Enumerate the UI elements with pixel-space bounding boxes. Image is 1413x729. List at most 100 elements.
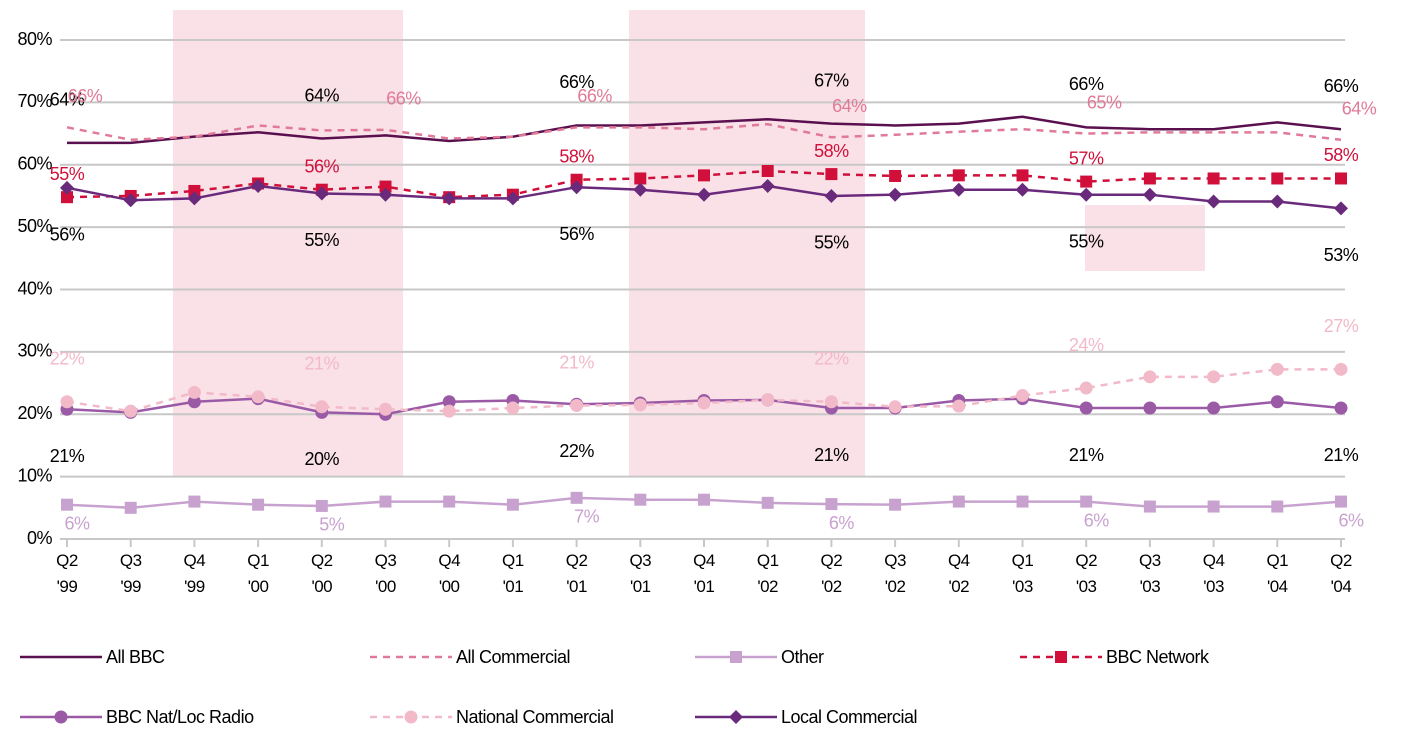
marker [888, 400, 902, 414]
data-label: 6% [1084, 510, 1110, 530]
data-label: 66% [577, 86, 612, 106]
data-label: 7% [574, 507, 600, 527]
marker [252, 498, 265, 511]
marker [825, 498, 838, 511]
data-label: 53% [1324, 245, 1359, 265]
marker [506, 401, 520, 415]
data-label: 58% [1324, 145, 1359, 165]
shaded-region [629, 10, 865, 476]
data-label: 20% [305, 449, 340, 469]
data-label: 6% [829, 513, 855, 533]
marker [1271, 172, 1284, 185]
marker [952, 399, 966, 413]
x-tick-label: Q2 '99 [56, 551, 78, 596]
data-label: 55% [814, 233, 849, 253]
marker [570, 399, 584, 413]
x-tick-label: Q2 '01 [565, 551, 588, 596]
marker [1143, 500, 1156, 513]
marker [506, 498, 519, 511]
marker [1079, 381, 1093, 395]
data-label: 22% [559, 441, 594, 461]
marker [761, 164, 774, 177]
marker [443, 495, 456, 508]
data-label: 24% [1069, 335, 1104, 355]
marker [1207, 172, 1220, 185]
marker [633, 398, 647, 412]
data-label: 64% [305, 85, 340, 105]
x-tick-label: Q2 '00 [310, 551, 333, 596]
marker [314, 186, 329, 201]
marker [1143, 370, 1157, 384]
marker [570, 491, 583, 504]
marker [123, 193, 138, 208]
y-tick-label: 10% [17, 465, 52, 485]
marker [124, 501, 137, 514]
data-label: 64% [50, 90, 85, 110]
marker [379, 495, 392, 508]
marker [697, 396, 711, 410]
y-tick-label: 80% [17, 29, 52, 49]
marker [761, 496, 774, 509]
marker [698, 493, 710, 506]
x-tick-label: Q4 '99 [183, 551, 206, 596]
x-tick-label: Q4 '00 [438, 551, 461, 596]
marker [1334, 201, 1348, 216]
marker [1206, 194, 1221, 209]
marker [889, 498, 902, 511]
marker [188, 495, 201, 508]
marker [61, 498, 73, 511]
marker [698, 169, 710, 182]
marker [442, 404, 456, 418]
data-label: 21% [814, 445, 849, 465]
y-tick-label: 30% [17, 341, 52, 361]
data-label: 6% [64, 513, 90, 533]
marker [404, 710, 418, 724]
legend-label: BBC Nat/Loc Radio [106, 707, 254, 727]
data-label: 64% [832, 96, 867, 116]
marker [1143, 172, 1156, 185]
legend-label: Local Commercial [781, 707, 917, 727]
data-label: 27% [1324, 316, 1359, 336]
x-tick-label: Q1 '03 [1011, 551, 1034, 596]
marker [1207, 401, 1221, 415]
y-tick-label: 20% [17, 403, 52, 423]
x-tick-label: Q4 '03 [1202, 551, 1225, 596]
marker [251, 178, 266, 193]
x-tick-label: Q2 '03 [1075, 551, 1098, 596]
x-tick-label: Q3 '02 [884, 551, 906, 596]
x-tick-label: Q1 '01 [502, 551, 524, 596]
x-tick-label: Q3 '00 [374, 551, 397, 596]
data-label: 66% [68, 86, 103, 106]
marker [1079, 187, 1094, 202]
data-label: 21% [1069, 445, 1104, 465]
data-label: 55% [50, 164, 85, 184]
x-tick-label: Q1 '04 [1266, 551, 1289, 596]
x-tick-label: Q4 '02 [947, 551, 970, 596]
marker [1270, 395, 1284, 409]
marker [124, 404, 138, 418]
data-label: 55% [1069, 231, 1104, 251]
marker [379, 402, 392, 416]
marker [1080, 175, 1093, 188]
marker [952, 495, 965, 508]
x-tick-label: Q2 '02 [820, 551, 843, 596]
data-label: 21% [559, 352, 594, 372]
y-tick-label: 70% [17, 91, 52, 111]
marker [760, 178, 775, 193]
marker [824, 395, 838, 409]
marker [1015, 182, 1030, 197]
x-tick-label: Q3 '99 [119, 551, 142, 596]
legend-label: Other [781, 647, 824, 667]
marker [1335, 172, 1347, 185]
marker [188, 184, 201, 197]
marker [951, 182, 966, 197]
marker [442, 395, 456, 409]
marker [1016, 495, 1029, 508]
data-label: 66% [1069, 74, 1104, 94]
marker [697, 187, 711, 202]
data-label: 6% [1338, 510, 1364, 530]
y-tick-label: 60% [17, 154, 52, 174]
marker [187, 191, 202, 206]
shaded-region [1085, 205, 1205, 271]
